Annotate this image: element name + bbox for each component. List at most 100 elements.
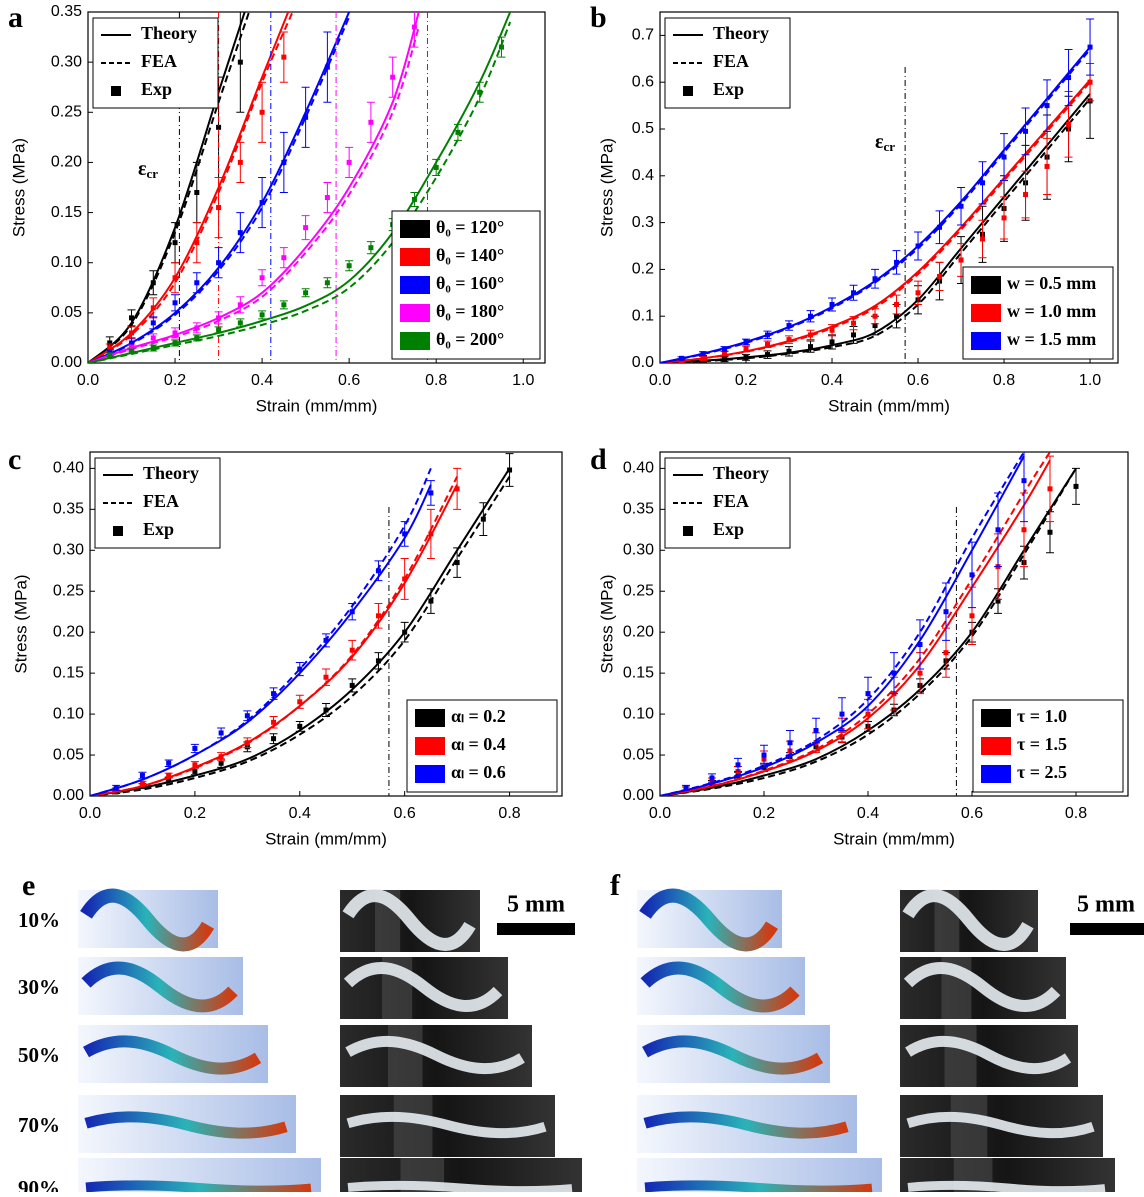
theory-curve xyxy=(88,12,420,363)
x-tick-label: 0.8 xyxy=(1065,805,1087,822)
exp-point xyxy=(808,344,814,350)
panel-label: c xyxy=(8,443,21,476)
exp-point xyxy=(323,637,329,643)
exp-point xyxy=(851,332,857,338)
legend-label: FEA xyxy=(713,491,749,511)
legend-label: FEA xyxy=(141,51,177,71)
simulation-shape xyxy=(85,1180,312,1196)
legend-swatch xyxy=(971,276,1001,294)
legend-marker xyxy=(683,526,693,536)
x-tick-label: 0.6 xyxy=(338,372,360,389)
exp-point xyxy=(1021,478,1027,484)
exp-point xyxy=(829,302,835,307)
exp-point xyxy=(851,320,857,326)
y-tick-label: 0.30 xyxy=(53,542,84,559)
exp-point xyxy=(303,290,309,296)
x-tick-label: 1.0 xyxy=(1079,372,1101,389)
exp-point xyxy=(722,351,728,357)
legend-swatch xyxy=(971,304,1001,322)
simulation-shape xyxy=(81,961,238,1013)
exp-point xyxy=(969,572,975,578)
exp-point xyxy=(192,768,198,774)
exp-point xyxy=(872,323,878,329)
exp-point xyxy=(390,74,396,80)
legend-swatch xyxy=(400,332,430,350)
fea-curve xyxy=(90,476,511,796)
exp-point xyxy=(761,752,767,758)
x-tick-label: 0.8 xyxy=(425,372,447,389)
exp-point xyxy=(743,354,749,360)
annotation-symbol: ε xyxy=(138,158,147,180)
y-tick-label: 0.15 xyxy=(53,664,84,681)
annotation: εcr xyxy=(138,158,158,181)
plot-area xyxy=(88,12,512,363)
legend-swatch xyxy=(981,765,1011,783)
exp-point xyxy=(1073,483,1079,489)
exp-point xyxy=(507,467,513,473)
plot-frame xyxy=(89,451,563,797)
simulation-shape xyxy=(642,1035,824,1075)
exp-point xyxy=(166,760,172,766)
x-tick-label: 0.2 xyxy=(753,805,775,822)
exp-point xyxy=(428,598,434,604)
y-tick-label: 0.2 xyxy=(632,261,654,278)
y-tick-label: 0.0 xyxy=(632,354,654,371)
strain-label: 30% xyxy=(18,975,60,999)
x-tick-label: 1.0 xyxy=(512,372,534,389)
x-tick-label: 0.2 xyxy=(735,372,757,389)
exp-point xyxy=(297,723,303,729)
exp-point xyxy=(1044,163,1050,169)
exp-point xyxy=(259,312,265,318)
legend-label: αₗ = 0.6 xyxy=(451,762,506,782)
theory-curve xyxy=(90,467,511,796)
y-tick-label: 0.5 xyxy=(632,120,654,137)
y-tick-label: 0.30 xyxy=(623,542,654,559)
exp-point xyxy=(683,785,689,791)
x-tick-label: 0.0 xyxy=(77,372,99,389)
exp-point xyxy=(1021,527,1027,533)
y-tick-label: 0.20 xyxy=(53,623,84,640)
exp-point xyxy=(349,682,355,688)
scale-bar xyxy=(1070,923,1144,935)
fea-curve xyxy=(660,467,1077,796)
exp-point xyxy=(411,24,417,30)
x-tick-label: 0.6 xyxy=(961,805,983,822)
y-axis-label: Stress (MPa) xyxy=(9,138,28,237)
x-tick-label: 0.2 xyxy=(164,372,186,389)
strain-label: 70% xyxy=(18,1113,60,1137)
legend-label: Exp xyxy=(713,79,744,99)
photo-light xyxy=(944,1025,977,1087)
exp-point xyxy=(937,273,943,279)
plot-frame xyxy=(659,451,1129,797)
exp-point xyxy=(428,490,434,496)
exp-point xyxy=(107,345,113,351)
simulation-shape xyxy=(83,1035,262,1075)
legend-label: Exp xyxy=(713,519,744,539)
x-axis-label: Strain (mm/mm) xyxy=(265,829,387,848)
y-tick-label: 0.7 xyxy=(632,27,654,44)
legend-label: θ₀ = 200° xyxy=(436,329,504,349)
exp-point xyxy=(129,330,135,336)
theory-curve xyxy=(660,467,1077,796)
exp-point xyxy=(700,351,706,357)
y-tick-label: 0.25 xyxy=(51,104,82,121)
strain-label: 10% xyxy=(18,908,60,932)
simulation-shape xyxy=(644,1180,873,1196)
y-axis-label: Stress (MPa) xyxy=(597,574,616,673)
y-tick-label: 0.40 xyxy=(623,460,654,477)
y-tick-label: 0.40 xyxy=(53,460,84,477)
fea-curve xyxy=(660,452,1025,796)
x-tick-label: 0.8 xyxy=(498,805,520,822)
y-tick-label: 0.1 xyxy=(632,307,654,324)
legend-label: αₗ = 0.2 xyxy=(451,706,506,726)
exp-point xyxy=(402,629,408,635)
legend-marker xyxy=(683,86,693,96)
annotation-symbol: ε xyxy=(875,131,884,153)
exp-point xyxy=(129,348,135,354)
exp-point xyxy=(281,302,287,308)
exp-point xyxy=(411,197,417,203)
exp-point xyxy=(194,325,200,331)
exp-point xyxy=(303,225,309,231)
exp-point xyxy=(271,691,277,697)
legend-label: Theory xyxy=(713,463,769,483)
